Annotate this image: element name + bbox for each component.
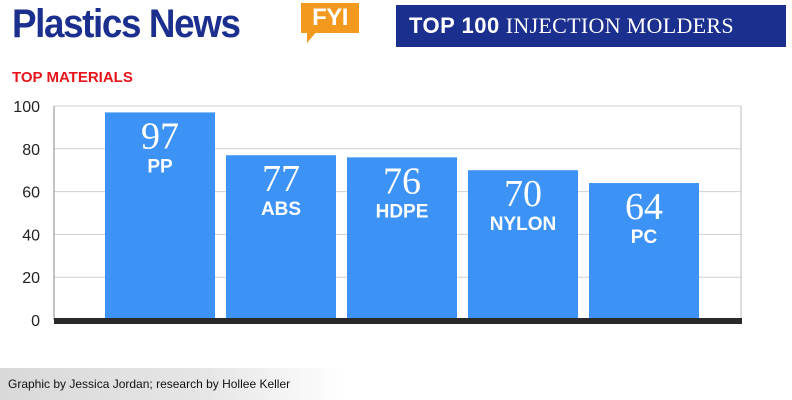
- bar-value-label: 76: [383, 160, 421, 202]
- fyi-badge-tail: [307, 31, 317, 43]
- bar-value-label: 64: [625, 186, 663, 228]
- bar: [226, 155, 336, 320]
- bar-value-label: 97: [141, 115, 179, 157]
- y-tick-label: 40: [22, 227, 40, 244]
- bar-category-label: ABS: [261, 199, 301, 220]
- bar: [589, 183, 699, 320]
- bar: [347, 157, 457, 320]
- header-banner: TOP 100 INJECTION MOLDERS: [396, 5, 786, 47]
- banner-bold-text: TOP 100: [409, 13, 500, 38]
- brand-logo: Plastics News: [12, 2, 241, 46]
- bar-category-label: NYLON: [490, 214, 557, 235]
- bar: [105, 112, 215, 320]
- y-tick-label: 60: [22, 185, 40, 202]
- fyi-badge-label: FYI: [301, 3, 359, 33]
- bar-category-label: HDPE: [376, 201, 429, 222]
- y-tick-label: 80: [22, 142, 40, 159]
- fyi-badge: FYI: [301, 3, 359, 43]
- y-tick-label: 0: [31, 313, 40, 330]
- banner-light-text: INJECTION MOLDERS: [505, 13, 734, 38]
- bar-value-label: 70: [504, 173, 542, 215]
- x-axis-baseline: [54, 318, 742, 324]
- bar-category-label: PP: [147, 156, 173, 177]
- y-tick-label: 20: [22, 270, 40, 287]
- credit-line: Graphic by Jessica Jordan; research by H…: [0, 368, 345, 400]
- bar-value-label: 77: [262, 158, 300, 200]
- bar-category-label: PC: [631, 227, 658, 248]
- y-tick-label: 100: [13, 99, 40, 116]
- chart-title: TOP MATERIALS: [12, 69, 133, 86]
- bar: [468, 170, 578, 320]
